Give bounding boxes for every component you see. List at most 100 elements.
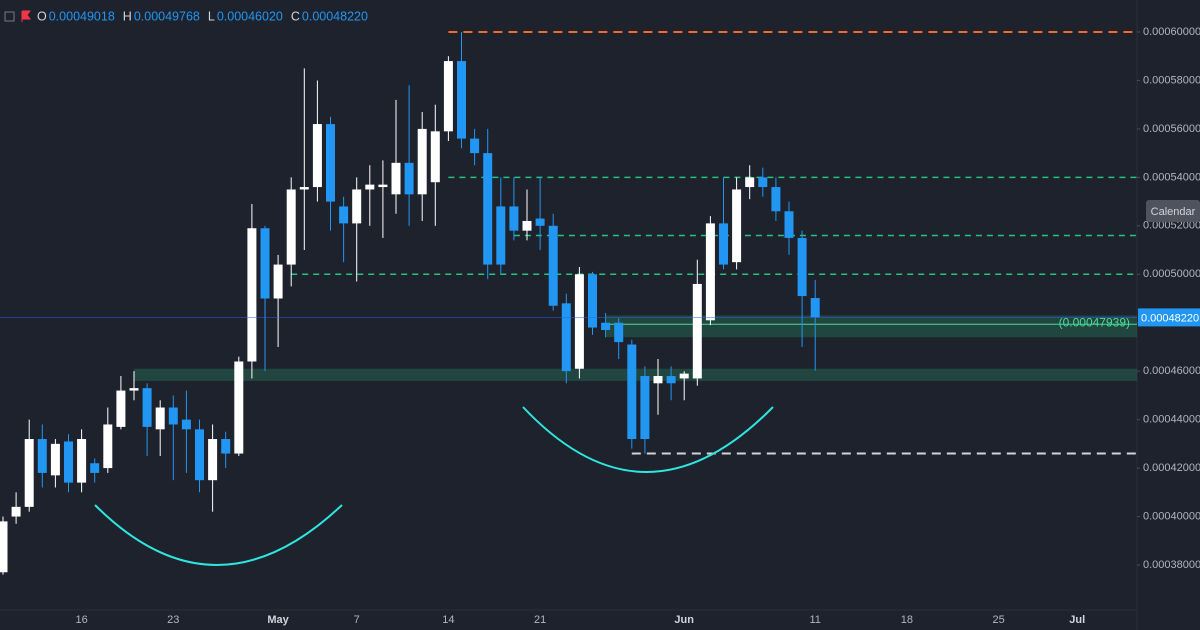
candle-body bbox=[195, 429, 204, 481]
price-axis: 0.00060000 0.00058000 0.00056000 0.00054000… bbox=[75, 26, 1200, 626]
candle-body bbox=[614, 322, 624, 343]
candle-body bbox=[470, 138, 480, 154]
legend-value: 0.00046020 bbox=[217, 9, 283, 23]
candle-body bbox=[640, 376, 650, 440]
x-tick-label: 18 bbox=[901, 614, 913, 626]
candle-body bbox=[692, 283, 702, 379]
candle-body bbox=[90, 463, 100, 473]
candle-body bbox=[483, 153, 493, 265]
price-tag bbox=[1138, 308, 1200, 327]
candle-body bbox=[509, 206, 519, 231]
candle-body bbox=[234, 361, 244, 454]
candle-body bbox=[312, 124, 322, 188]
candle-body bbox=[221, 439, 231, 454]
candle-body bbox=[771, 187, 781, 212]
candle-body bbox=[404, 162, 414, 195]
candle-body bbox=[627, 344, 637, 440]
x-tick-label: May bbox=[267, 614, 289, 626]
candle-body bbox=[443, 61, 453, 132]
y-tick-label: 0.00052000 bbox=[1143, 220, 1200, 232]
cup-curve bbox=[522, 406, 774, 473]
legend-key: L bbox=[208, 9, 215, 23]
marker-label: (0.00047939) bbox=[1059, 315, 1130, 329]
candle-body bbox=[430, 131, 440, 183]
candle-body bbox=[155, 407, 165, 430]
candle-body bbox=[561, 303, 571, 372]
candle-body bbox=[810, 298, 820, 318]
legend-value: 0.00048220 bbox=[302, 9, 368, 23]
candle-body bbox=[103, 424, 113, 469]
y-tick-label: 0.00046000 bbox=[1143, 365, 1200, 377]
candle-body bbox=[181, 419, 191, 430]
candle-body bbox=[168, 407, 178, 425]
legend-key: H bbox=[123, 9, 132, 23]
y-tick-label: 0.00054000 bbox=[1143, 171, 1200, 183]
candle-body bbox=[601, 322, 611, 330]
candle-body bbox=[679, 373, 689, 379]
candle-body bbox=[417, 128, 427, 195]
candle-body bbox=[535, 218, 545, 226]
y-tick-label: 0.00060000 bbox=[1143, 26, 1200, 38]
y-tick-label: 0.00050000 bbox=[1143, 268, 1200, 280]
candle-body bbox=[299, 187, 309, 190]
candle-body bbox=[247, 228, 257, 362]
x-tick-label: 25 bbox=[992, 614, 1004, 626]
y-tick-label: 0.00056000 bbox=[1143, 123, 1200, 135]
legend-value: 0.00049768 bbox=[134, 9, 200, 23]
candle-body bbox=[77, 439, 87, 483]
x-tick-label: 21 bbox=[534, 614, 546, 626]
candle-body bbox=[574, 274, 584, 369]
candle-body bbox=[339, 206, 349, 224]
candle-body bbox=[496, 206, 506, 265]
y-tick-label: 0.00058000 bbox=[1143, 74, 1200, 86]
x-tick-label: Jun bbox=[674, 614, 694, 626]
candle-body bbox=[286, 189, 296, 265]
candle-body bbox=[457, 61, 466, 139]
candle-body bbox=[391, 162, 401, 195]
candle-body bbox=[129, 388, 139, 391]
candle-body bbox=[24, 439, 34, 507]
candle-body bbox=[719, 223, 728, 265]
price-tag-label: 0.00048220 bbox=[1141, 312, 1199, 324]
candle-body bbox=[50, 443, 60, 476]
candle-body bbox=[11, 506, 21, 517]
candle-body bbox=[758, 177, 768, 188]
calendar-button[interactable] bbox=[1146, 200, 1200, 222]
x-tick-label: 7 bbox=[354, 614, 360, 626]
legend: O 0.00049018 H 0.00049768 L 0.00046020 C 0.0004… bbox=[4, 9, 368, 23]
cup-curve bbox=[94, 504, 343, 566]
candle-body bbox=[378, 184, 388, 188]
candle-body bbox=[365, 184, 375, 190]
y-tick-label: 0.00038000 bbox=[1143, 559, 1200, 571]
candle-body bbox=[548, 225, 558, 306]
legend-key: C bbox=[291, 9, 300, 23]
x-tick-label: 16 bbox=[75, 614, 87, 626]
candle-body bbox=[666, 376, 676, 384]
candle-body bbox=[784, 211, 794, 238]
flag-icon[interactable] bbox=[21, 10, 31, 22]
legend-value: 0.00049018 bbox=[49, 9, 115, 23]
candle-body bbox=[352, 189, 362, 224]
x-tick-label: Jul bbox=[1069, 614, 1085, 626]
candle-body bbox=[260, 228, 270, 299]
expand-icon[interactable] bbox=[4, 11, 15, 22]
candle-body bbox=[64, 441, 73, 483]
candle-body bbox=[522, 220, 532, 231]
candle-body bbox=[142, 388, 152, 427]
candle-body bbox=[0, 521, 8, 573]
candle-body bbox=[326, 124, 335, 202]
calendar-label: Calendar bbox=[1151, 206, 1196, 218]
y-tick-label: 0.00044000 bbox=[1143, 414, 1200, 426]
candle-body bbox=[37, 439, 47, 473]
x-tick-label: 11 bbox=[809, 614, 820, 626]
y-tick-label: 0.00040000 bbox=[1143, 510, 1200, 522]
candle-body bbox=[732, 189, 742, 263]
candle-body bbox=[797, 237, 807, 297]
zone bbox=[605, 315, 1137, 338]
legend-key: O bbox=[37, 9, 47, 23]
candle-body bbox=[588, 274, 597, 328]
candle-body bbox=[745, 177, 755, 188]
y-tick-label: 0.00042000 bbox=[1143, 462, 1200, 474]
